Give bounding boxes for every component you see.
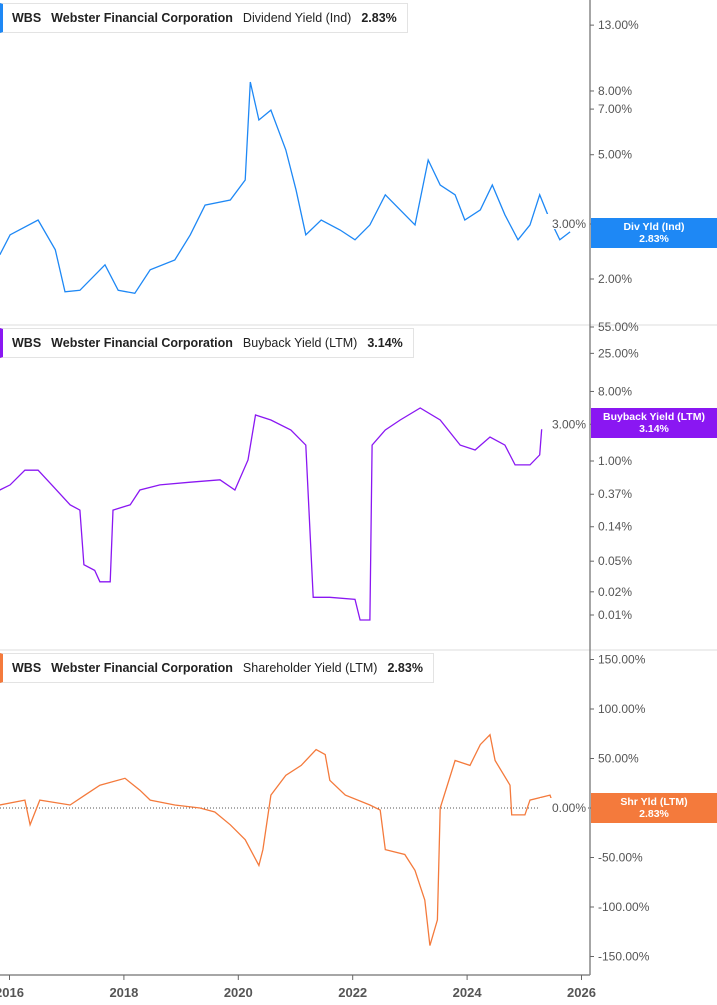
- y-tick-label: 0.14%: [598, 520, 632, 534]
- y-tick-label: 55.00%: [598, 320, 639, 334]
- legend-company: Webster Financial Corporation: [51, 11, 233, 25]
- legend-value: 2.83%: [361, 11, 397, 25]
- y-tick-label: 2.00%: [598, 272, 632, 286]
- y-tick-label: 0.05%: [598, 554, 632, 568]
- tag-label: Div Yld (Ind): [623, 221, 685, 233]
- tag-label: Buyback Yield (LTM): [603, 411, 705, 423]
- dividend-value-tag: Div Yld (Ind) 2.83%: [591, 218, 717, 248]
- series-line-1: [0, 407, 571, 621]
- legend-metric: Shareholder Yield (LTM): [242, 661, 378, 675]
- series-line-0: [0, 81, 571, 295]
- y-tick-label: -100.00%: [598, 900, 650, 914]
- x-tick-label: 2022: [338, 985, 367, 1000]
- y-tick-label: 0.01%: [598, 608, 632, 622]
- y-tick-label: 150.00%: [598, 653, 646, 667]
- y-tick-label: 3.00%: [552, 217, 586, 231]
- legend-ticker: WBS: [12, 661, 42, 675]
- series-line-2: [0, 733, 571, 946]
- y-tick-label: 8.00%: [598, 84, 632, 98]
- y-tick-label: 7.00%: [598, 102, 632, 116]
- y-tick-label: -150.00%: [598, 950, 650, 964]
- y-tick-label: 8.00%: [598, 384, 632, 398]
- y-tick-label: 100.00%: [598, 702, 646, 716]
- y-tick-label-backdrop: [540, 798, 587, 813]
- y-tick-label: 50.00%: [598, 752, 639, 766]
- x-tick-label: 2020: [224, 985, 253, 1000]
- legend-dividend: WBS Webster Financial Corporation Divide…: [0, 3, 408, 33]
- y-tick-label: 1.00%: [598, 454, 632, 468]
- x-tick-label: 2016: [0, 985, 24, 1000]
- y-tick-label: -50.00%: [598, 851, 643, 865]
- x-tick-label: 2026: [567, 985, 596, 1000]
- y-tick-label: 13.00%: [598, 18, 639, 32]
- tag-value: 3.14%: [639, 423, 669, 435]
- legend-company: Webster Financial Corporation: [51, 661, 233, 675]
- tag-value: 2.83%: [639, 808, 669, 820]
- legend-ticker: WBS: [12, 11, 42, 25]
- y-tick-label: 3.00%: [552, 417, 586, 431]
- legend-value: 2.83%: [387, 661, 423, 675]
- shareholder-value-tag: Shr Yld (LTM) 2.83%: [591, 793, 717, 823]
- legend-shareholder: WBS Webster Financial Corporation Shareh…: [0, 653, 434, 683]
- legend-company: Webster Financial Corporation: [51, 336, 233, 350]
- legend-metric: Dividend Yield (Ind): [242, 11, 352, 25]
- tag-label: Shr Yld (LTM): [620, 796, 688, 808]
- y-tick-label: 25.00%: [598, 346, 639, 360]
- y-tick-label: 5.00%: [598, 148, 632, 162]
- tag-value: 2.83%: [639, 233, 669, 245]
- x-tick-label: 2024: [453, 985, 483, 1000]
- legend-value: 3.14%: [367, 336, 403, 350]
- y-tick-label-backdrop: [540, 214, 587, 230]
- legend-buyback: WBS Webster Financial Corporation Buybac…: [0, 328, 414, 358]
- legend-ticker: WBS: [12, 336, 42, 350]
- x-tick-label: 2018: [109, 985, 138, 1000]
- y-tick-label: 0.37%: [598, 487, 632, 501]
- y-tick-label: 0.00%: [552, 801, 586, 815]
- y-tick-label: 0.02%: [598, 585, 632, 599]
- y-tick-label-backdrop: [540, 414, 587, 430]
- buyback-value-tag: Buyback Yield (LTM) 3.14%: [591, 408, 717, 438]
- legend-metric: Buyback Yield (LTM): [242, 336, 358, 350]
